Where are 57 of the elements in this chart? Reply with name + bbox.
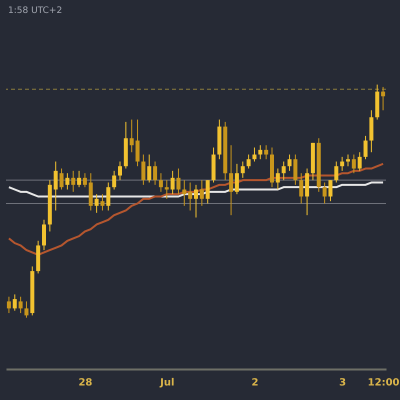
candlestick [234, 163, 239, 195]
text: 1:58 UTC+2 [8, 6, 62, 16]
candlestick [65, 172, 70, 190]
candlestick [130, 119, 134, 153]
x-tick-label: 12:00 [368, 378, 400, 388]
candlestick [293, 154, 298, 186]
candlestick [88, 172, 93, 211]
x-tick-label: Jul [159, 378, 174, 388]
candlestick [147, 154, 152, 184]
candlestick [276, 168, 280, 190]
candlestick [106, 182, 110, 211]
candlestick [340, 156, 344, 172]
x-tick-label: 2 [251, 378, 258, 388]
candlestick [12, 294, 17, 312]
candlestick [112, 170, 116, 190]
candlestick [42, 219, 46, 251]
candlestick [118, 161, 122, 181]
candlestick [206, 180, 210, 204]
candlestick [246, 154, 251, 170]
candlestick [94, 194, 99, 214]
candlestick [240, 161, 245, 178]
candlestick [364, 135, 368, 160]
candlestick [170, 170, 175, 195]
candlestick [229, 144, 234, 216]
candlestick [194, 184, 198, 218]
candlestick [258, 144, 262, 160]
candlestick [6, 296, 11, 314]
candlestick [24, 300, 28, 318]
candlestick [60, 168, 64, 190]
candlestick [158, 172, 163, 192]
candlestick [71, 170, 76, 192]
candlestick [288, 154, 292, 172]
candlestick [18, 296, 23, 314]
x-tick-label: 28 [78, 378, 92, 388]
candlestick [164, 180, 169, 200]
candlestick [369, 110, 374, 153]
candlestick [381, 86, 386, 111]
candlestick [200, 180, 204, 206]
candlestick [176, 168, 180, 195]
candlestick [264, 144, 268, 160]
candlestick [346, 154, 350, 167]
candlestick [77, 170, 82, 188]
candlestick [141, 154, 146, 186]
candlestick [305, 168, 310, 216]
candlestick [252, 147, 256, 162]
x-tick-label: 3 [339, 378, 346, 388]
candlestick [352, 154, 356, 174]
candlestick [299, 172, 304, 204]
candlestick [328, 180, 332, 202]
candlestick [82, 172, 87, 188]
candlestick [153, 161, 158, 186]
candlestick [334, 161, 338, 184]
candlestick [322, 182, 327, 204]
candlestick [136, 119, 140, 167]
candlestick [358, 152, 362, 172]
candlestick [282, 161, 286, 181]
candlestick [100, 194, 104, 211]
